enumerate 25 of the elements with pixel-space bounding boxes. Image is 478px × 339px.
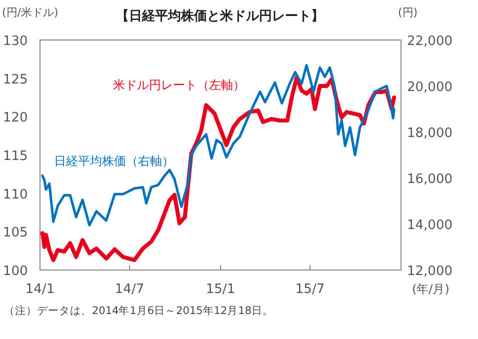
y-tick-label: 130 bbox=[3, 34, 28, 49]
text: （注）データは、2014年1月6日～2015年12月18日。 bbox=[4, 304, 274, 317]
y2-axis-title: (円) bbox=[398, 6, 418, 19]
series-label: 米ドル円レート（左軸） bbox=[113, 78, 245, 92]
x-tick-label: 15/7 bbox=[295, 282, 325, 297]
y2-tick-label: 12,000 bbox=[407, 264, 452, 279]
y-tick-label: 120 bbox=[3, 110, 28, 126]
x-axis-title: (年/月) bbox=[412, 282, 450, 296]
y2-tick-label: 20,000 bbox=[407, 80, 452, 95]
line-series bbox=[41, 64, 396, 226]
y-tick-label: 125 bbox=[3, 72, 28, 88]
y2-tick-label: 18,000 bbox=[407, 126, 452, 141]
series-label: 日経平均株価（右軸） bbox=[54, 154, 174, 168]
y-tick-label: 115 bbox=[3, 149, 28, 164]
y2-tick-label: 22,000 bbox=[407, 34, 452, 49]
x-tick-label: 14/1 bbox=[25, 282, 55, 297]
chart-title: 【日経平均株価と米ドル円レート】 bbox=[116, 8, 324, 24]
y-axis-title: (円/米ドル) bbox=[2, 6, 58, 19]
y2-tick-label: 16,000 bbox=[407, 172, 452, 187]
y-tick-label: 100 bbox=[3, 264, 28, 279]
x-tick-label: 14/7 bbox=[114, 282, 144, 297]
y-tick-label: 110 bbox=[3, 187, 28, 202]
y-tick-label: 105 bbox=[3, 226, 28, 241]
x-tick-label: 15/1 bbox=[206, 282, 236, 297]
y2-tick-label: 14,000 bbox=[407, 218, 452, 233]
